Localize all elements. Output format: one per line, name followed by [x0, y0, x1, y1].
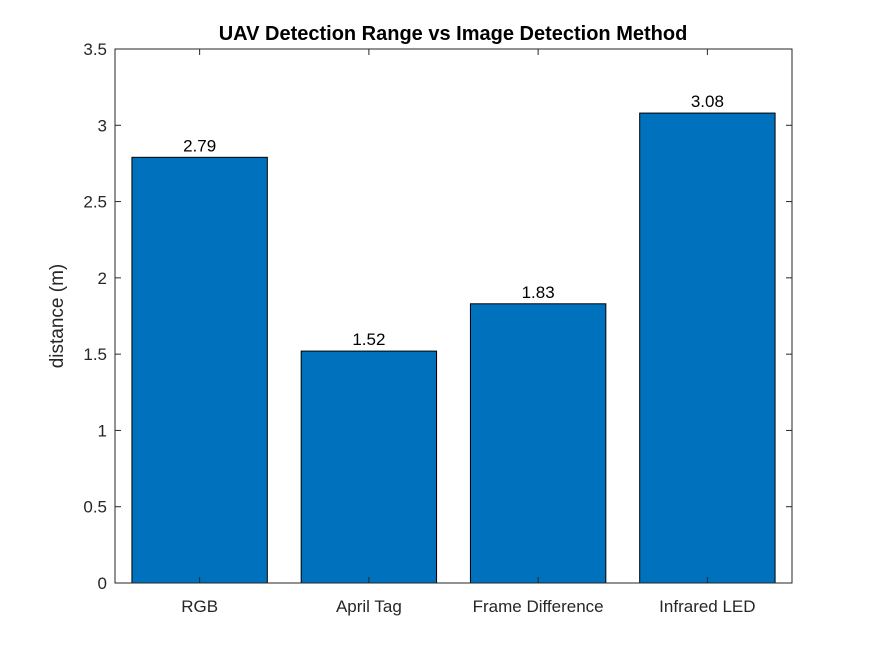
- chart-title: UAV Detection Range vs Image Detection M…: [219, 23, 688, 45]
- y-tick-label-7: 3.5: [83, 40, 107, 59]
- y-axis-label: distance (m): [47, 264, 68, 369]
- bars-layer: [131, 112, 776, 584]
- bar-1: [300, 350, 438, 584]
- data-label-0: 2.79: [183, 136, 216, 155]
- data-label-3: 3.08: [691, 92, 724, 111]
- y-tick-label-5: 2.5: [83, 193, 107, 212]
- data-label-1: 1.52: [352, 330, 385, 349]
- bar-2: [469, 303, 607, 584]
- axes-layer: [114, 48, 793, 584]
- y-tick-label-4: 2: [98, 269, 107, 288]
- data-label-2: 1.83: [522, 283, 555, 302]
- y-tick-label-6: 3: [98, 116, 107, 135]
- x-tick-label-2: Frame Difference: [473, 597, 604, 616]
- y-tick-label-3: 1.5: [83, 345, 107, 364]
- bar-3: [639, 112, 776, 584]
- x-tick-label-0: RGB: [181, 597, 218, 616]
- x-tick-label-3: Infrared LED: [659, 597, 755, 616]
- axes-box: [114, 48, 793, 584]
- y-tick-label-2: 1: [98, 421, 107, 440]
- bar-0: [131, 156, 268, 584]
- x-tick-label-1: April Tag: [336, 597, 402, 616]
- y-tick-label-1: 0.5: [83, 498, 107, 517]
- y-tick-label-0: 0: [98, 574, 107, 593]
